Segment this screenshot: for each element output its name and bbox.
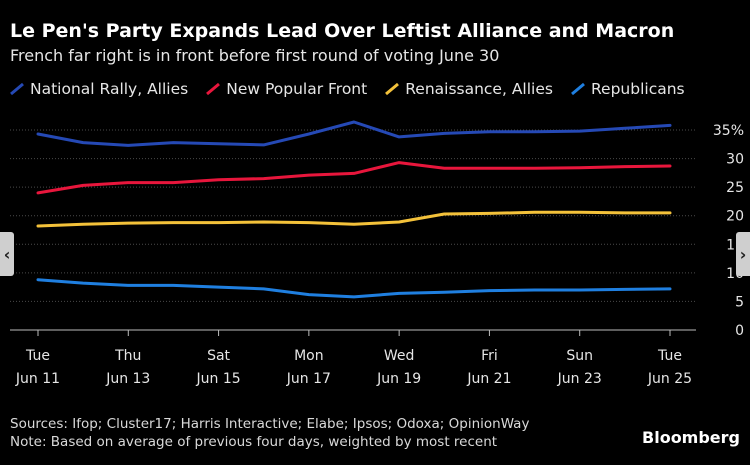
chart-title: Le Pen's Party Expands Lead Over Leftist… [10, 20, 675, 42]
legend-swatch-republicans [571, 82, 585, 96]
legend-item-national-rally: National Rally, Allies [10, 80, 188, 98]
x-tick-date-0: Jun 11 [15, 371, 60, 387]
x-tick-date-6: Jun 23 [557, 371, 602, 387]
legend-label-renaissance: Renaissance, Allies [405, 80, 553, 98]
y-tick-label-35: 35% [713, 123, 744, 139]
chart-legend: National Rally, Allies New Popular Front… [10, 80, 685, 98]
series-line-national-rally-allies [36, 120, 672, 147]
x-tick-day-1: Thu [114, 348, 141, 364]
y-tick-label-30: 30 [726, 152, 744, 168]
series-line-renaissance-allies [36, 210, 672, 228]
legend-label-new-popular-front: New Popular Front [226, 80, 368, 98]
x-tick-day-5: Fri [481, 348, 498, 364]
sources-note: Sources: Ifop; Cluster17; Harris Interac… [10, 416, 530, 432]
y-tick-label-25: 25 [726, 180, 744, 196]
x-tick-date-1: Jun 13 [105, 371, 150, 387]
x-tick-day-7: Tue [657, 348, 682, 364]
legend-label-republicans: Republicans [590, 80, 685, 98]
legend-swatch-new-popular-front [206, 82, 221, 96]
bloomberg-logo: Bloomberg [642, 428, 740, 447]
methodology-note: Note: Based on average of previous four … [10, 434, 498, 450]
y-tick-label-5: 5 [735, 294, 744, 310]
series-line-new-popular-front [36, 161, 672, 195]
legend-swatch-renaissance [385, 82, 400, 96]
x-tick-date-5: Jun 21 [466, 371, 511, 387]
legend-item-republicans: Republicans [571, 80, 685, 98]
chart-footer: Sources: Ifop; Cluster17; Harris Interac… [10, 415, 529, 451]
legend-swatch-national-rally [10, 82, 24, 96]
legend-item-renaissance: Renaissance, Allies [385, 80, 553, 98]
x-tick-date-3: Jun 17 [286, 371, 331, 387]
series-line-republicans [36, 278, 672, 299]
legend-label-national-rally: National Rally, Allies [30, 80, 189, 98]
x-tick-day-2: Sat [207, 348, 230, 364]
chart-subtitle: French far right is in front before firs… [10, 46, 500, 65]
x-tick-date-7: Jun 25 [647, 371, 692, 387]
chart-grid [10, 129, 696, 331]
x-tick-date-2: Jun 15 [196, 371, 241, 387]
y-tick-label-20: 20 [726, 209, 744, 225]
x-tick-day-4: Wed [384, 348, 415, 364]
y-axis-ticks: 35%302520151050 [713, 123, 744, 339]
x-tick-day-0: Tue [25, 348, 50, 364]
x-tick-day-3: Mon [294, 348, 324, 364]
x-tick-date-4: Jun 19 [376, 371, 421, 387]
x-tick-day-6: Sun [566, 348, 593, 364]
legend-item-new-popular-front: New Popular Front [206, 80, 367, 98]
previous-chart-button[interactable]: ‹ [0, 232, 14, 276]
series-lines [36, 120, 672, 299]
x-axis-ticks: Tue Jun 11 Thu Jun 13 Sat Jun 15 Mon Jun 17 Wed J… [15, 330, 692, 387]
next-chart-button[interactable]: › [736, 232, 750, 276]
y-tick-label-0: 0 [735, 323, 744, 339]
